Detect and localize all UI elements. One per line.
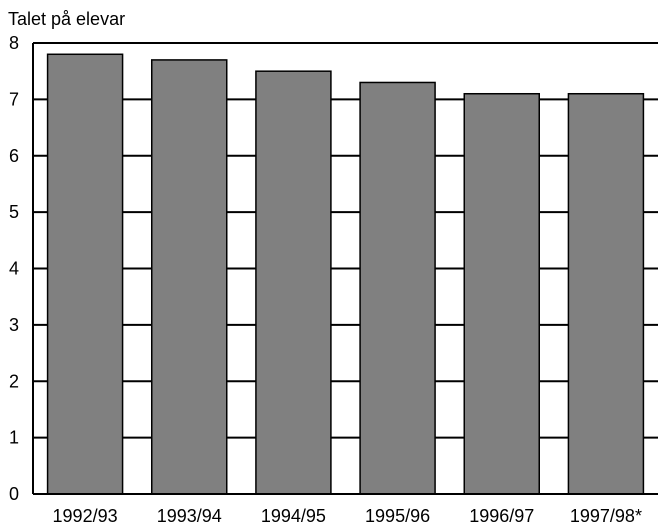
x-tick-label: 1996/97 xyxy=(469,506,534,526)
x-tick-label: 1994/95 xyxy=(261,506,326,526)
x-tick-label: 1995/96 xyxy=(365,506,430,526)
y-tick-label: 5 xyxy=(9,202,19,222)
bar xyxy=(567,92,645,495)
y-tick-label: 0 xyxy=(9,484,19,504)
bar xyxy=(359,81,436,495)
y-tick-label: 7 xyxy=(9,89,19,109)
y-tick-labels: 0 1 2 3 4 5 6 7 8 xyxy=(9,33,19,504)
x-tick-labels: 1992/93 1993/94 1994/95 1995/96 1996/97 1997/… xyxy=(53,506,642,526)
x-tick-label: 1993/94 xyxy=(157,506,222,526)
bar xyxy=(46,53,124,495)
bar xyxy=(463,92,540,495)
y-tick-label: 8 xyxy=(9,33,19,53)
y-tick-label: 3 xyxy=(9,315,19,335)
bars xyxy=(46,53,645,495)
x-tick-label: 1997/98* xyxy=(570,506,642,526)
y-axis-label: Talet på elevar xyxy=(8,9,125,29)
y-tick-label: 1 xyxy=(9,428,19,448)
bar xyxy=(151,59,228,495)
x-tick-label: 1992/93 xyxy=(53,506,118,526)
gridlines xyxy=(33,42,658,439)
y-tick-label: 6 xyxy=(9,146,19,166)
y-tick-label: 2 xyxy=(9,371,19,391)
y-tick-label: 4 xyxy=(9,259,19,279)
bar xyxy=(255,70,332,495)
